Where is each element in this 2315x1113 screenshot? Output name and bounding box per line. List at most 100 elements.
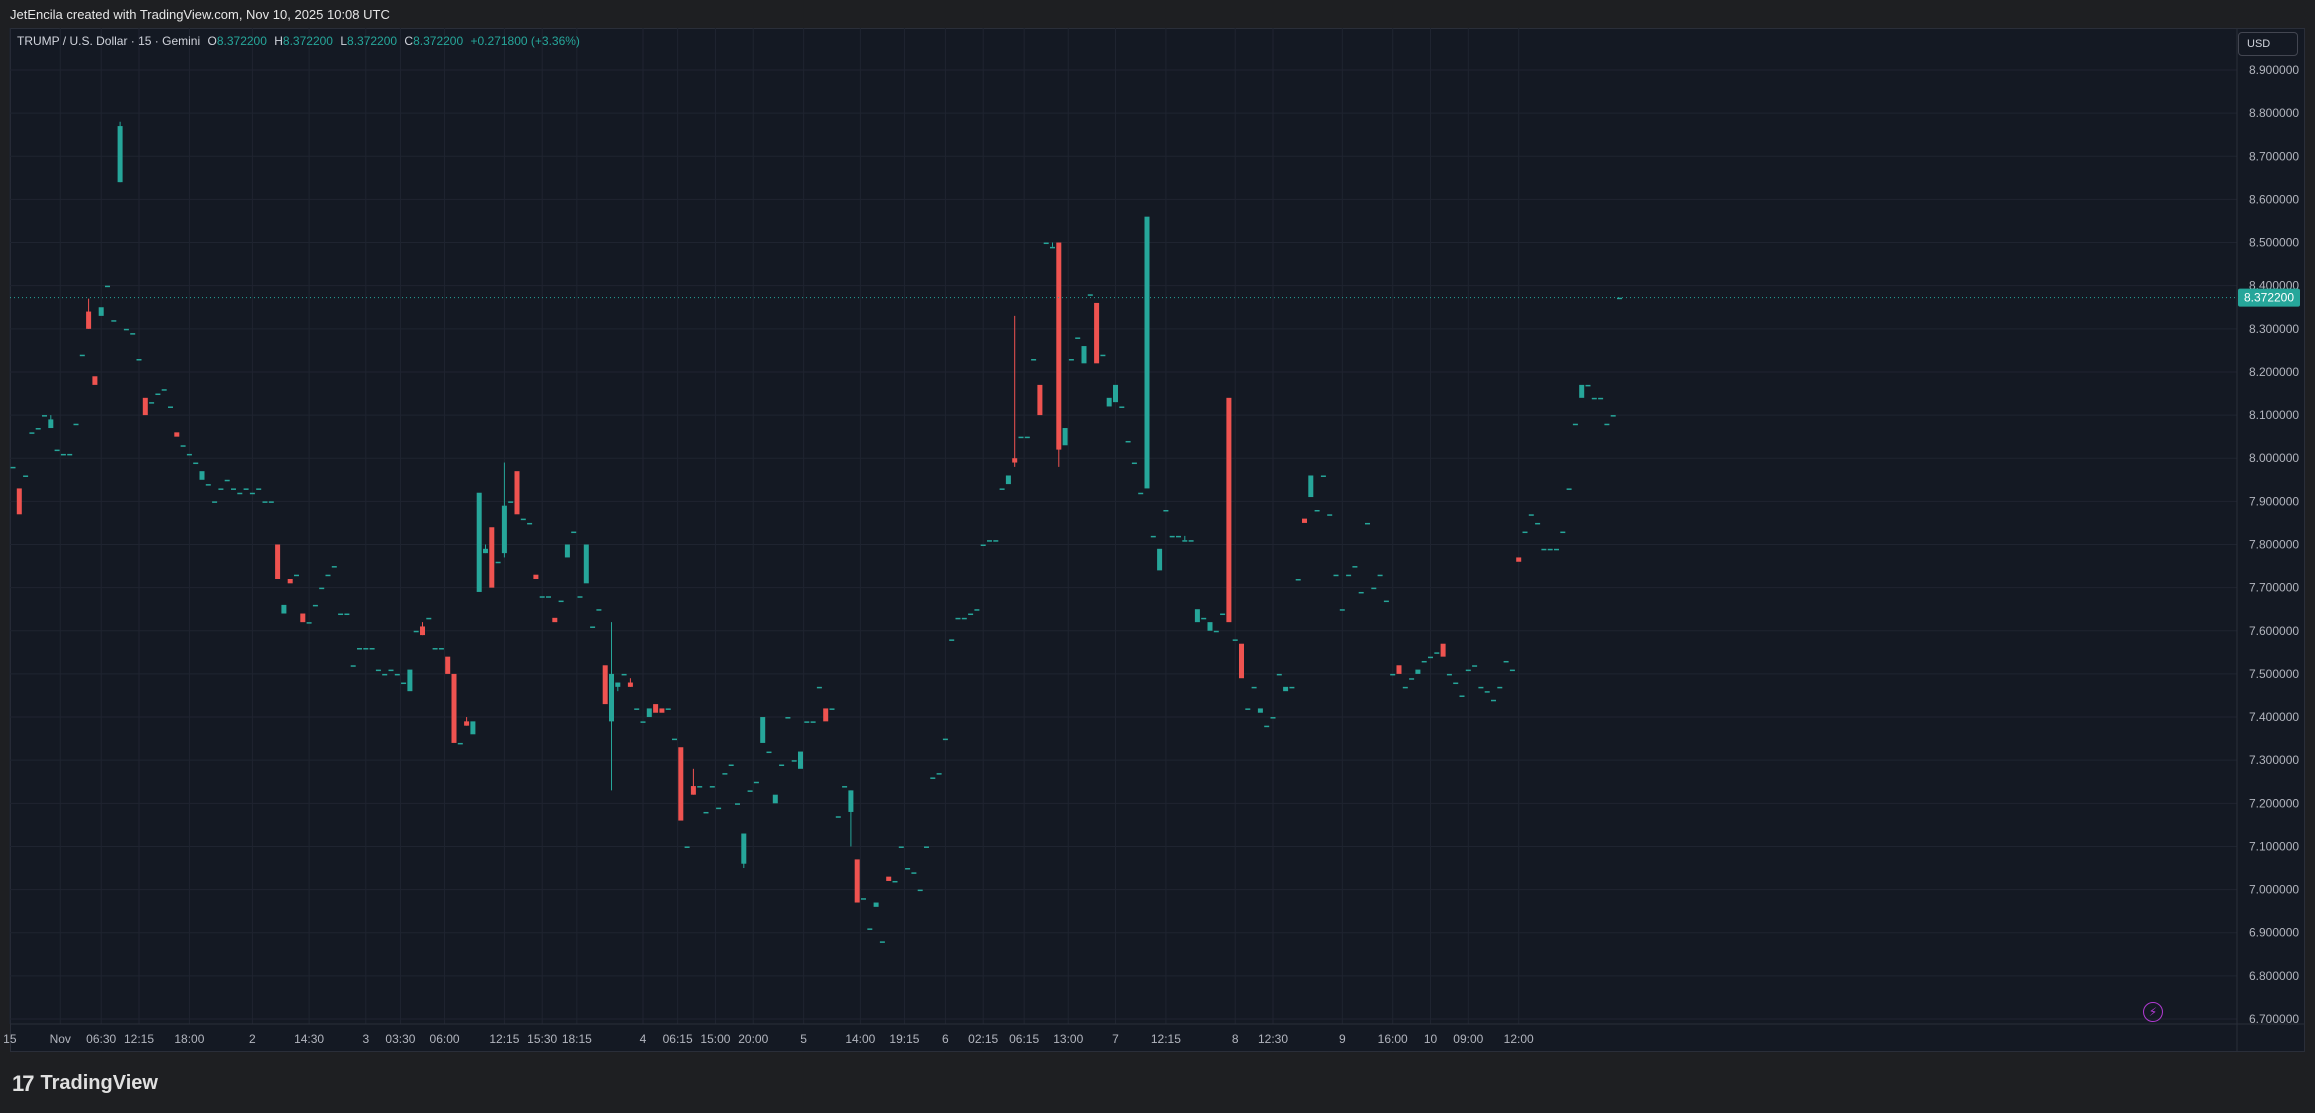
candle-body xyxy=(886,876,892,881)
candle-body xyxy=(1478,686,1484,689)
candle-body xyxy=(1119,406,1125,408)
candle-body xyxy=(1106,397,1112,407)
candle-body xyxy=(1371,587,1377,590)
grid-lines xyxy=(9,28,2237,1024)
candle xyxy=(993,540,999,542)
candle xyxy=(275,544,281,580)
time-tick-label: 16:00 xyxy=(1378,1032,1408,1046)
candle xyxy=(602,665,608,705)
candle xyxy=(804,721,810,723)
candle xyxy=(306,622,312,624)
candle xyxy=(590,626,596,628)
candle-body xyxy=(174,432,180,437)
candle-body xyxy=(879,941,885,943)
close-value: 8.372200 xyxy=(413,34,464,48)
candle xyxy=(1428,656,1433,659)
candle-body xyxy=(1415,669,1421,674)
candle xyxy=(842,786,848,788)
candle xyxy=(829,708,835,710)
candle-body xyxy=(1113,384,1118,403)
candle-body xyxy=(766,751,772,754)
candle xyxy=(1169,535,1175,538)
candle-body xyxy=(123,328,129,331)
candle-body xyxy=(1541,548,1547,551)
candle xyxy=(936,773,942,775)
candle-body xyxy=(300,613,306,623)
candle xyxy=(1320,475,1326,477)
candle-body xyxy=(1125,440,1131,443)
candle xyxy=(684,846,690,848)
price-tick-label: 8.300000 xyxy=(2249,322,2299,336)
candle-body xyxy=(79,354,85,357)
candle-body xyxy=(489,527,495,588)
candle xyxy=(394,673,400,676)
candle xyxy=(212,501,218,503)
candle xyxy=(457,742,463,745)
candle xyxy=(791,760,797,762)
candle xyxy=(1396,665,1402,674)
candle-body xyxy=(621,673,627,676)
candle-body xyxy=(1339,609,1345,611)
candle xyxy=(615,682,621,692)
time-tick-label: 06:00 xyxy=(430,1032,460,1046)
candle-body xyxy=(1472,665,1478,667)
candle-body xyxy=(1585,384,1591,387)
candle xyxy=(369,648,375,650)
currency-selector[interactable]: USD xyxy=(2238,32,2298,56)
candle-body xyxy=(747,790,753,792)
last-price-label: 8.372200 xyxy=(2244,291,2294,305)
candle xyxy=(886,876,892,881)
candle-body xyxy=(281,604,287,614)
candle-body xyxy=(772,794,778,804)
candle xyxy=(1339,609,1345,611)
time-tick-label: 12:00 xyxy=(1504,1032,1534,1046)
candle-body xyxy=(218,488,224,490)
candle xyxy=(779,764,785,766)
candle-body xyxy=(1131,462,1137,465)
candle-body xyxy=(968,613,974,616)
candle xyxy=(495,561,501,564)
candle-body xyxy=(142,397,148,416)
candle xyxy=(1547,548,1553,551)
candle-body xyxy=(1257,708,1263,713)
candle xyxy=(1528,514,1534,516)
candle xyxy=(357,648,362,650)
candle xyxy=(898,846,904,848)
candle xyxy=(1031,359,1037,361)
candle xyxy=(1377,574,1383,577)
candle xyxy=(218,488,224,490)
candle xyxy=(1163,509,1169,512)
candle-body xyxy=(1251,686,1257,689)
candle-body xyxy=(835,816,841,818)
candle xyxy=(1150,535,1156,538)
candle xyxy=(1465,669,1471,672)
candle xyxy=(1585,384,1591,387)
candle xyxy=(338,613,344,616)
candle-body xyxy=(1352,566,1358,568)
candle-body xyxy=(615,682,621,687)
lightning-icon[interactable]: ⚡ xyxy=(2143,1002,2163,1022)
candle xyxy=(1232,639,1238,641)
candle-body xyxy=(602,665,608,705)
candle-body xyxy=(268,501,274,503)
time-tick-label: 9 xyxy=(1339,1032,1346,1046)
low-value: 8.372200 xyxy=(347,34,398,48)
candle-body xyxy=(48,419,54,429)
candle-body xyxy=(1522,531,1528,534)
candle xyxy=(48,415,54,429)
candle-body xyxy=(54,449,60,452)
candle-body xyxy=(1169,535,1175,538)
chart-pane[interactable] xyxy=(10,28,2305,1052)
candle-body xyxy=(1157,548,1163,571)
candle xyxy=(401,682,407,685)
candle-body xyxy=(577,596,583,598)
candle-body xyxy=(92,376,98,385)
time-tick-label: 14:00 xyxy=(845,1032,875,1046)
candle-body xyxy=(640,721,646,723)
candle xyxy=(1157,548,1163,571)
candle-body xyxy=(924,846,929,848)
currency-label: USD xyxy=(2247,38,2271,50)
candle-body xyxy=(420,626,425,636)
candle xyxy=(489,527,495,588)
